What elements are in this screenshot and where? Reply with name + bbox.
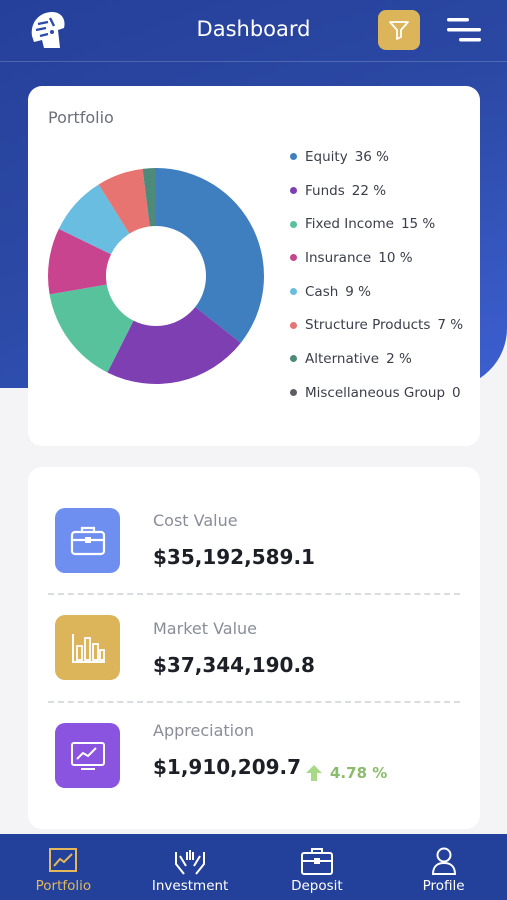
chart-icon — [49, 848, 78, 872]
nav-item-deposit[interactable]: Deposit — [254, 834, 381, 900]
briefcase-icon — [70, 526, 105, 555]
legend-label: Cash — [305, 283, 339, 300]
legend-item: Equity 36 % — [290, 140, 463, 174]
nav-item-portfolio[interactable]: Portfolio — [0, 834, 127, 900]
legend-item: Insurance 10 % — [290, 241, 463, 275]
nav-item-investment[interactable]: Investment — [127, 834, 254, 900]
legend-item: Alternative 2 % — [290, 342, 463, 376]
arrow-up-icon — [306, 765, 322, 781]
divider — [48, 701, 460, 703]
bottom-nav: Portfolio Investment Deposit — [0, 834, 507, 900]
donut-slice-structure-products[interactable] — [98, 168, 150, 234]
legend-percent: 36 % — [354, 148, 390, 165]
legend-dot — [290, 389, 297, 397]
market-value-amount: $37,344,190.8 — [153, 653, 315, 677]
cost-value-label: Cost Value — [153, 511, 238, 530]
appreciation-change: 4.78 % — [304, 763, 387, 783]
divider — [48, 593, 460, 595]
market-value-label: Market Value — [153, 619, 258, 638]
logo-icon — [22, 6, 70, 54]
appreciation-icon-box — [55, 723, 120, 788]
hands-icon — [175, 850, 206, 875]
legend-item: Cash 9 % — [290, 275, 463, 309]
portfolio-card: Portfolio Equity 36 % Funds 22 % Fixed Incom… — [28, 86, 480, 446]
legend-percent: 10 % — [378, 249, 413, 266]
legend-percent: 15 % — [400, 216, 436, 233]
legend-dot — [290, 355, 297, 363]
donut-slice-funds[interactable] — [107, 307, 241, 384]
legend-item: Fixed Income 15 % — [290, 207, 463, 241]
legend-label: Funds — [305, 182, 345, 199]
market-value-row[interactable]: Market Value $37,344,190.8 — [28, 597, 480, 701]
trend-monitor-icon — [70, 741, 105, 770]
portfolio-donut-chart[interactable] — [44, 164, 268, 388]
nav-label: Deposit — [291, 878, 343, 894]
appreciation-amount: $1,910,209.7 — [153, 755, 302, 779]
user-icon — [431, 847, 456, 875]
legend-percent: 22 % — [351, 182, 387, 199]
top-bar: Dashboard — [0, 0, 507, 62]
portfolio-title: Portfolio — [48, 108, 114, 127]
legend-label: Miscellaneous Group — [305, 384, 446, 401]
legend-dot — [290, 153, 297, 161]
legend-dot — [290, 220, 297, 228]
legend-dot — [290, 254, 297, 262]
legend-item: Structure Products 7 % — [290, 308, 463, 342]
donut-slice-equity[interactable] — [156, 168, 264, 343]
legend-percent: 7 % — [437, 317, 464, 334]
legend-label: Equity — [305, 148, 348, 165]
bar-chart-icon — [71, 633, 105, 663]
appreciation-label: Appreciation — [153, 721, 255, 740]
legend-percent: 2 % — [386, 350, 412, 367]
legend-percent: 9 % — [345, 283, 372, 300]
donut-slice-insurance[interactable] — [48, 228, 111, 295]
legend-item: Funds 22 % — [290, 174, 463, 208]
briefcase-icon — [300, 848, 333, 875]
nav-label: Investment — [151, 878, 229, 894]
legend-dot — [290, 288, 297, 296]
top-bar-divider — [0, 61, 507, 62]
portfolio-legend: Equity 36 % Funds 22 % Fixed Income 15 % Insur… — [290, 140, 463, 410]
appreciation-row[interactable]: Appreciation $1,910,209.7 — [28, 705, 480, 809]
cost-icon-box — [55, 508, 120, 573]
menu-button[interactable] — [445, 16, 483, 44]
cost-value-amount: $35,192,589.1 — [153, 545, 315, 569]
donut-slice-fixed-income[interactable] — [49, 284, 134, 373]
nav-label: Profile — [422, 878, 465, 894]
legend-label: Insurance — [305, 249, 372, 266]
page-title: Dashboard — [196, 17, 311, 41]
hamburger-menu-icon — [447, 18, 481, 42]
legend-label: Fixed Income — [305, 216, 394, 233]
filter-button[interactable] — [378, 10, 420, 50]
values-card: Cost Value $35,192,589.1 Market Value $3… — [28, 467, 480, 829]
cost-value-row[interactable]: Cost Value $35,192,589.1 — [28, 489, 480, 593]
legend-dot — [290, 187, 297, 195]
nav-label: Portfolio — [35, 878, 92, 894]
legend-label: Alternative — [305, 350, 380, 367]
legend-label: Structure Products — [305, 317, 431, 334]
market-icon-box — [55, 615, 120, 680]
appreciation-change-value: 4.78 % — [330, 764, 388, 782]
filter-icon — [389, 21, 409, 40]
donut-slice-alternative[interactable] — [142, 168, 156, 227]
legend-percent: 0 — [452, 384, 461, 401]
nav-item-profile[interactable]: Profile — [380, 834, 507, 900]
donut-slice-cash[interactable] — [58, 184, 130, 255]
legend-item: Miscellaneous Group 0 — [290, 376, 463, 410]
legend-dot — [290, 321, 297, 329]
